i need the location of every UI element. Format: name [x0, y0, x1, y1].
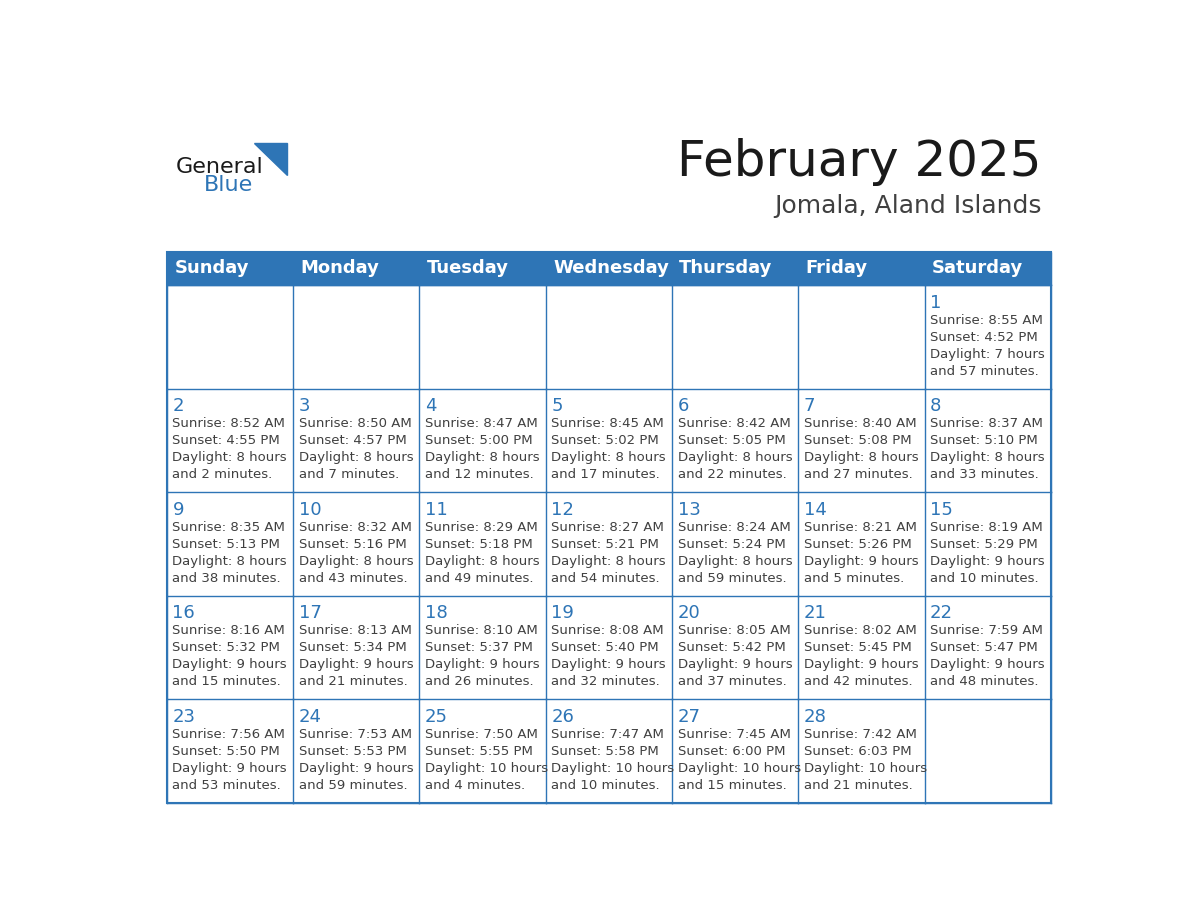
Polygon shape: [254, 143, 286, 175]
Text: 9: 9: [172, 501, 184, 519]
Text: Sunrise: 8:37 AM
Sunset: 5:10 PM
Daylight: 8 hours
and 33 minutes.: Sunrise: 8:37 AM Sunset: 5:10 PM Dayligh…: [930, 417, 1044, 481]
Text: Sunrise: 8:02 AM
Sunset: 5:45 PM
Daylight: 9 hours
and 42 minutes.: Sunrise: 8:02 AM Sunset: 5:45 PM Dayligh…: [804, 624, 918, 688]
Text: 16: 16: [172, 604, 195, 622]
Text: 13: 13: [677, 501, 701, 519]
Text: Sunrise: 7:45 AM
Sunset: 6:00 PM
Daylight: 10 hours
and 15 minutes.: Sunrise: 7:45 AM Sunset: 6:00 PM Dayligh…: [677, 728, 801, 791]
Text: 22: 22: [930, 604, 953, 622]
Text: Sunrise: 8:19 AM
Sunset: 5:29 PM
Daylight: 9 hours
and 10 minutes.: Sunrise: 8:19 AM Sunset: 5:29 PM Dayligh…: [930, 521, 1044, 585]
Text: 26: 26: [551, 708, 574, 726]
Text: Sunrise: 8:45 AM
Sunset: 5:02 PM
Daylight: 8 hours
and 17 minutes.: Sunrise: 8:45 AM Sunset: 5:02 PM Dayligh…: [551, 417, 665, 481]
Text: 24: 24: [298, 708, 322, 726]
Text: 19: 19: [551, 604, 574, 622]
Text: 17: 17: [298, 604, 322, 622]
Text: 6: 6: [677, 397, 689, 416]
Text: Sunrise: 8:27 AM
Sunset: 5:21 PM
Daylight: 8 hours
and 54 minutes.: Sunrise: 8:27 AM Sunset: 5:21 PM Dayligh…: [551, 521, 665, 585]
Text: Jomala, Aland Islands: Jomala, Aland Islands: [775, 194, 1042, 218]
Text: Sunrise: 7:59 AM
Sunset: 5:47 PM
Daylight: 9 hours
and 48 minutes.: Sunrise: 7:59 AM Sunset: 5:47 PM Dayligh…: [930, 624, 1044, 688]
Text: Sunrise: 8:05 AM
Sunset: 5:42 PM
Daylight: 9 hours
and 37 minutes.: Sunrise: 8:05 AM Sunset: 5:42 PM Dayligh…: [677, 624, 792, 688]
Text: 8: 8: [930, 397, 941, 416]
Text: Thursday: Thursday: [680, 260, 772, 277]
Text: 4: 4: [425, 397, 436, 416]
Text: 1: 1: [930, 294, 941, 312]
Text: February 2025: February 2025: [677, 139, 1042, 186]
Text: 20: 20: [677, 604, 700, 622]
Text: Sunrise: 8:35 AM
Sunset: 5:13 PM
Daylight: 8 hours
and 38 minutes.: Sunrise: 8:35 AM Sunset: 5:13 PM Dayligh…: [172, 521, 287, 585]
Text: 7: 7: [804, 397, 815, 416]
Text: Friday: Friday: [805, 260, 867, 277]
Text: 5: 5: [551, 397, 563, 416]
Text: Sunrise: 8:32 AM
Sunset: 5:16 PM
Daylight: 8 hours
and 43 minutes.: Sunrise: 8:32 AM Sunset: 5:16 PM Dayligh…: [298, 521, 413, 585]
Text: Sunrise: 7:53 AM
Sunset: 5:53 PM
Daylight: 9 hours
and 59 minutes.: Sunrise: 7:53 AM Sunset: 5:53 PM Dayligh…: [298, 728, 413, 791]
Text: 18: 18: [425, 604, 448, 622]
Text: 27: 27: [677, 708, 701, 726]
Text: Sunrise: 8:40 AM
Sunset: 5:08 PM
Daylight: 8 hours
and 27 minutes.: Sunrise: 8:40 AM Sunset: 5:08 PM Dayligh…: [804, 417, 918, 481]
Text: 12: 12: [551, 501, 574, 519]
Text: Sunrise: 8:52 AM
Sunset: 4:55 PM
Daylight: 8 hours
and 2 minutes.: Sunrise: 8:52 AM Sunset: 4:55 PM Dayligh…: [172, 417, 287, 481]
Text: Sunrise: 7:56 AM
Sunset: 5:50 PM
Daylight: 9 hours
and 53 minutes.: Sunrise: 7:56 AM Sunset: 5:50 PM Dayligh…: [172, 728, 287, 791]
Text: Sunrise: 8:21 AM
Sunset: 5:26 PM
Daylight: 9 hours
and 5 minutes.: Sunrise: 8:21 AM Sunset: 5:26 PM Dayligh…: [804, 521, 918, 585]
Text: Sunrise: 8:50 AM
Sunset: 4:57 PM
Daylight: 8 hours
and 7 minutes.: Sunrise: 8:50 AM Sunset: 4:57 PM Dayligh…: [298, 417, 413, 481]
Text: Sunrise: 8:16 AM
Sunset: 5:32 PM
Daylight: 9 hours
and 15 minutes.: Sunrise: 8:16 AM Sunset: 5:32 PM Dayligh…: [172, 624, 287, 688]
Text: 14: 14: [804, 501, 827, 519]
Text: 10: 10: [298, 501, 321, 519]
Text: Sunrise: 8:29 AM
Sunset: 5:18 PM
Daylight: 8 hours
and 49 minutes.: Sunrise: 8:29 AM Sunset: 5:18 PM Dayligh…: [425, 521, 539, 585]
Text: 25: 25: [425, 708, 448, 726]
Text: Sunrise: 8:47 AM
Sunset: 5:00 PM
Daylight: 8 hours
and 12 minutes.: Sunrise: 8:47 AM Sunset: 5:00 PM Dayligh…: [425, 417, 539, 481]
Text: Sunrise: 7:42 AM
Sunset: 6:03 PM
Daylight: 10 hours
and 21 minutes.: Sunrise: 7:42 AM Sunset: 6:03 PM Dayligh…: [804, 728, 927, 791]
Text: Wednesday: Wednesday: [554, 260, 669, 277]
Text: Sunrise: 8:55 AM
Sunset: 4:52 PM
Daylight: 7 hours
and 57 minutes.: Sunrise: 8:55 AM Sunset: 4:52 PM Dayligh…: [930, 314, 1044, 377]
Text: 2: 2: [172, 397, 184, 416]
Bar: [166, 252, 1051, 285]
Text: Sunrise: 8:42 AM
Sunset: 5:05 PM
Daylight: 8 hours
and 22 minutes.: Sunrise: 8:42 AM Sunset: 5:05 PM Dayligh…: [677, 417, 792, 481]
Text: 28: 28: [804, 708, 827, 726]
Bar: [166, 252, 1051, 803]
Text: Blue: Blue: [204, 175, 253, 195]
Text: Saturday: Saturday: [931, 260, 1023, 277]
Text: 21: 21: [804, 604, 827, 622]
Text: Sunrise: 8:13 AM
Sunset: 5:34 PM
Daylight: 9 hours
and 21 minutes.: Sunrise: 8:13 AM Sunset: 5:34 PM Dayligh…: [298, 624, 413, 688]
Text: Tuesday: Tuesday: [426, 260, 508, 277]
Text: 15: 15: [930, 501, 953, 519]
Text: 3: 3: [298, 397, 310, 416]
Text: Sunrise: 8:10 AM
Sunset: 5:37 PM
Daylight: 9 hours
and 26 minutes.: Sunrise: 8:10 AM Sunset: 5:37 PM Dayligh…: [425, 624, 539, 688]
Text: Sunrise: 8:08 AM
Sunset: 5:40 PM
Daylight: 9 hours
and 32 minutes.: Sunrise: 8:08 AM Sunset: 5:40 PM Dayligh…: [551, 624, 665, 688]
Text: Sunrise: 7:47 AM
Sunset: 5:58 PM
Daylight: 10 hours
and 10 minutes.: Sunrise: 7:47 AM Sunset: 5:58 PM Dayligh…: [551, 728, 675, 791]
Text: Monday: Monday: [301, 260, 379, 277]
Text: 11: 11: [425, 501, 448, 519]
Text: 23: 23: [172, 708, 196, 726]
Text: Sunrise: 8:24 AM
Sunset: 5:24 PM
Daylight: 8 hours
and 59 minutes.: Sunrise: 8:24 AM Sunset: 5:24 PM Dayligh…: [677, 521, 792, 585]
Text: Sunday: Sunday: [175, 260, 248, 277]
Text: Sunrise: 7:50 AM
Sunset: 5:55 PM
Daylight: 10 hours
and 4 minutes.: Sunrise: 7:50 AM Sunset: 5:55 PM Dayligh…: [425, 728, 548, 791]
Text: General: General: [176, 157, 264, 177]
